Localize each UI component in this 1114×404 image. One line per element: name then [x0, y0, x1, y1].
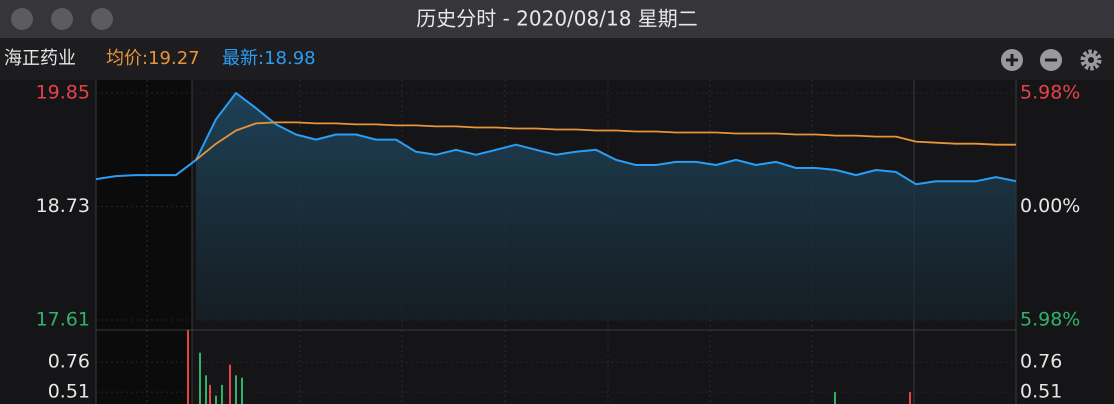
y-tick-label: 18.73: [36, 195, 90, 217]
price-line: [95, 92, 1017, 186]
price-area: [196, 93, 1016, 320]
volume-bar: [235, 375, 237, 404]
volume-tick-label: 0.76: [48, 351, 90, 373]
average-price: 均价:19.27: [106, 48, 200, 69]
header-bar: [0, 38, 1114, 80]
window-title: 历史分时 - 2020/08/18 星期二: [416, 7, 698, 31]
pre-market-area: [96, 80, 192, 404]
y2-tick-label: 5.98%: [1020, 82, 1080, 104]
volume-bar: [215, 395, 217, 404]
volume-bar: [209, 384, 211, 404]
volume-bar: [241, 377, 243, 404]
settings-icon[interactable]: [1080, 49, 1102, 71]
volume-tick-label-right: 0.51: [1020, 381, 1062, 403]
y2-tick-label: 5.98%: [1020, 309, 1080, 331]
volume-bar: [229, 364, 231, 404]
zoom-in-icon[interactable]: [1001, 49, 1023, 71]
volume-bar: [221, 384, 223, 404]
volume-tick-label-right: 0.76: [1020, 351, 1062, 373]
zoom-out-icon[interactable]: [1040, 49, 1062, 71]
stock-name: 海正药业: [4, 48, 76, 69]
y-tick-label: 17.61: [36, 309, 90, 331]
volume-bar: [909, 392, 911, 404]
plot: 17.61 18.73 19.85 5.98% 0.00% 5.98% 0.76 0.76 0.…: [36, 82, 1080, 404]
volume-bar: [205, 375, 207, 404]
latest-price: 最新:18.98: [222, 48, 316, 69]
y2-tick-label: 0.00%: [1020, 195, 1080, 217]
close-button[interactable]: [11, 8, 33, 30]
minimize-button[interactable]: [51, 8, 73, 30]
volume-bar: [834, 392, 836, 404]
volume-tick-label: 0.51: [48, 381, 90, 403]
zoom-button[interactable]: [91, 8, 113, 30]
y-tick-label: 19.85: [36, 82, 90, 104]
volume-bar: [187, 330, 189, 404]
volume-bar: [199, 352, 201, 404]
title-bar: [0, 0, 1114, 38]
average-line: [195, 121, 1016, 161]
